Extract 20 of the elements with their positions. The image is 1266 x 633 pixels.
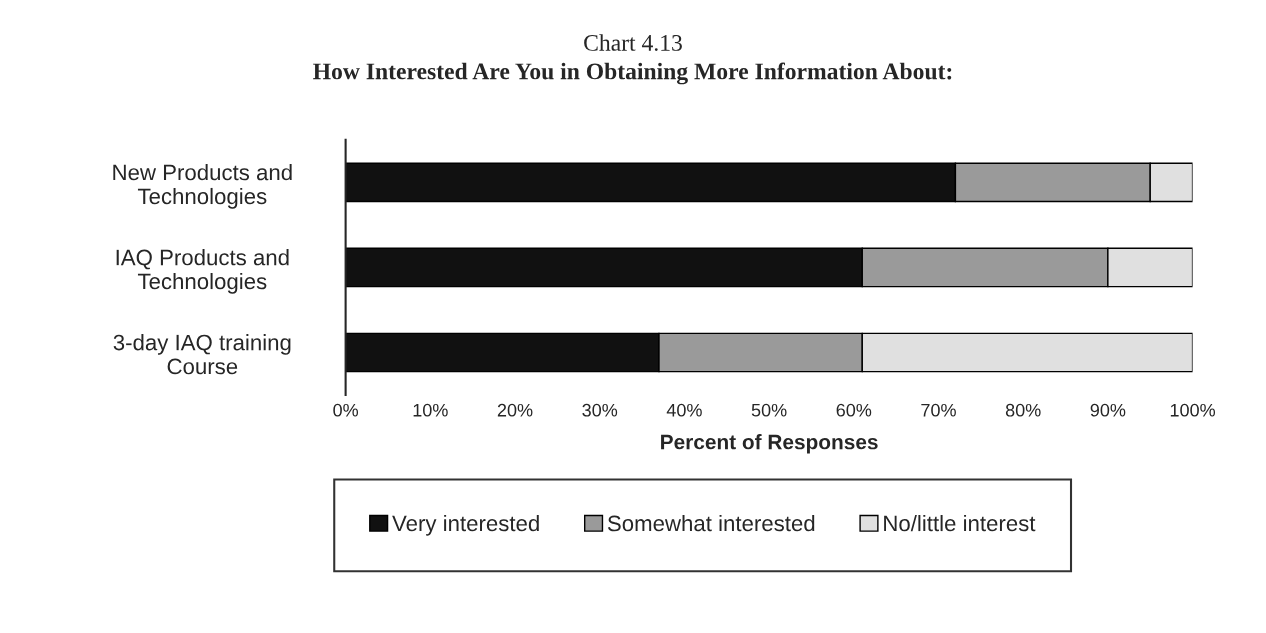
x-tick-label: 40% xyxy=(666,403,702,417)
x-tick-label: 60% xyxy=(836,403,872,417)
y-tick-label: 3-day IAQ training Course xyxy=(113,334,291,375)
x-axis-title: Percent of Responses xyxy=(661,434,878,454)
x-tick-label: 70% xyxy=(921,403,956,417)
x-tick-label: 10% xyxy=(413,403,448,417)
y-tick-label: IAQ Products and Technologies xyxy=(116,249,289,294)
x-tick-label: 90% xyxy=(1090,403,1126,417)
x-tick-label: 30% xyxy=(582,403,618,417)
x-tick-label: 100% xyxy=(1170,403,1216,417)
chart-title: Chart 4.13 xyxy=(584,34,682,51)
x-tick-label: 20% xyxy=(497,403,533,417)
y-tick-label: New Products and Technologies xyxy=(113,164,292,209)
x-tick-label: 80% xyxy=(1005,403,1041,417)
x-tick-label: 50% xyxy=(751,403,787,417)
legend-label: No/little interest xyxy=(884,514,1036,532)
legend-label: Very interested xyxy=(392,514,539,536)
x-tick-label: 0% xyxy=(333,403,359,417)
legend-label: Somewhat interested xyxy=(607,514,815,532)
chart-subtitle: How Interested Are You in Obtaining More Information About: xyxy=(313,62,952,85)
